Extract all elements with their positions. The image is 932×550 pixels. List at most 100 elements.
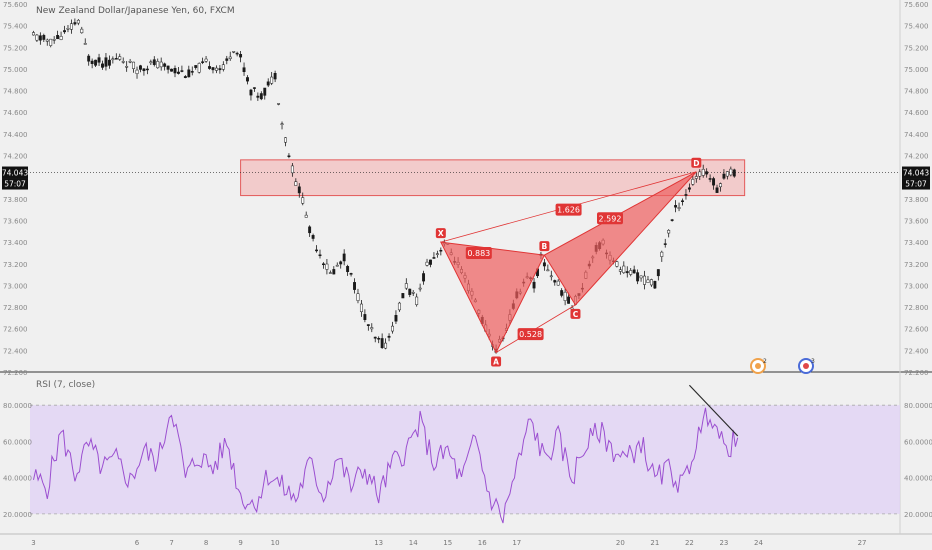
pattern-point-label: B <box>542 242 548 251</box>
candle-body <box>114 58 118 60</box>
candle-body <box>663 243 667 245</box>
candle-body <box>649 279 653 286</box>
rsi-tick-left: 40.0000 <box>3 475 32 483</box>
candle-body <box>73 22 77 25</box>
candle-body <box>194 65 198 68</box>
rsi-tick-right: 20.0000 <box>904 511 932 519</box>
candle-body <box>384 342 388 349</box>
candle-body <box>377 338 381 340</box>
candle-body <box>246 77 249 82</box>
pattern-point-label: A <box>493 358 499 367</box>
candle-body <box>280 123 284 125</box>
pattern-point-label: C <box>573 310 579 319</box>
candle-body <box>128 60 132 63</box>
candle-body <box>45 39 49 42</box>
candle-body <box>208 66 211 69</box>
pattern-point-marker <box>570 308 581 319</box>
rsi-title: RSI (7, close) <box>36 380 96 390</box>
y-tick-right: 74.600 <box>904 109 929 117</box>
candle-body <box>712 178 716 186</box>
candle-body <box>694 176 698 179</box>
countdown-left: 57:07 <box>4 180 26 189</box>
candle-body <box>411 292 415 294</box>
candle-body <box>121 61 125 63</box>
candle-body <box>259 93 263 100</box>
x-tick: 16 <box>478 539 487 547</box>
candle-body <box>322 263 325 266</box>
candle-body <box>125 66 129 68</box>
candle-body <box>190 71 194 73</box>
candle-body <box>315 249 318 252</box>
y-tick-left: 74.200 <box>3 153 28 161</box>
candle-body <box>214 67 218 71</box>
candle-body <box>59 36 63 40</box>
candle-body <box>425 261 429 266</box>
candle-body <box>567 296 571 304</box>
candle-body <box>97 57 101 63</box>
ratio-label-box <box>555 203 582 216</box>
x-tick: 3 <box>31 539 35 547</box>
candle-body <box>363 314 367 320</box>
candle-body <box>142 68 146 72</box>
candle-body <box>380 338 384 348</box>
candle-body <box>80 28 84 34</box>
candle-body <box>284 137 287 143</box>
pattern-point-marker <box>691 157 702 168</box>
candle-body <box>397 302 401 311</box>
x-tick: 20 <box>616 539 625 547</box>
y-tick-right: 75.000 <box>904 66 929 74</box>
candle-body <box>270 76 274 84</box>
x-tick: 22 <box>685 539 694 547</box>
candle-body <box>353 282 356 290</box>
candle-body <box>83 43 87 45</box>
candle-body <box>173 68 177 74</box>
candle-body <box>177 71 180 74</box>
candle-body <box>681 200 684 202</box>
candle-body <box>556 280 560 286</box>
y-tick-left: 72.800 <box>3 304 28 312</box>
y-tick-right: 73.200 <box>904 261 929 269</box>
current-price-left: 74.043 <box>2 169 28 178</box>
candle-body <box>701 169 705 176</box>
candle-body <box>335 264 339 267</box>
candle-body <box>349 273 353 275</box>
candle-body <box>94 59 98 66</box>
candle-body <box>294 181 298 186</box>
y-tick-left: 75.200 <box>3 44 28 52</box>
candle-body <box>180 70 184 72</box>
candle-body <box>719 183 722 188</box>
candle-body <box>201 61 205 63</box>
price-badge-right <box>902 166 930 179</box>
candle-body <box>87 55 91 62</box>
candle-body <box>311 235 315 239</box>
candle-body <box>290 165 294 174</box>
countdown-right: 57:07 <box>905 180 927 189</box>
candle-body <box>356 293 360 301</box>
x-tick: 13 <box>374 539 383 547</box>
candle-body <box>674 205 678 208</box>
countdown-badge-left <box>2 178 28 190</box>
candle-body <box>677 207 681 209</box>
candle-body <box>542 262 546 267</box>
candle-body <box>387 335 391 338</box>
candle-body <box>252 87 256 89</box>
candle-body <box>549 275 553 278</box>
x-tick: 14 <box>409 539 418 547</box>
candle-body <box>632 269 636 274</box>
y-tick-right: 73.400 <box>904 239 929 247</box>
candle-body <box>422 273 426 282</box>
candle-body <box>687 187 691 190</box>
candle-body <box>653 280 657 289</box>
candle-body <box>242 67 246 73</box>
y-tick-left: 75.600 <box>3 1 28 9</box>
y-tick-right: 72.400 <box>904 347 929 355</box>
pattern-point-marker <box>435 228 446 239</box>
candle-body <box>163 63 167 67</box>
candle-body <box>618 269 622 272</box>
x-tick: 15 <box>443 539 452 547</box>
y-tick-left: 73.400 <box>3 239 28 247</box>
ratio-label: 2.592 <box>599 214 622 223</box>
x-tick: 9 <box>238 539 242 547</box>
